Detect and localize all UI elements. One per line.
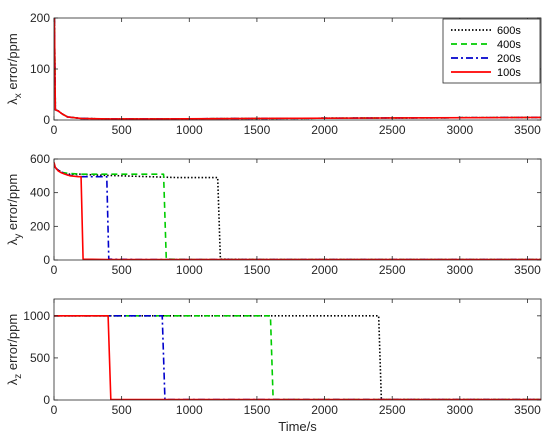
y-axis-label: λz error/ppm bbox=[5, 314, 24, 385]
x-tick-label: 3500 bbox=[514, 263, 541, 277]
y-label-symbol: λ bbox=[5, 378, 20, 385]
x-tick-label: 2000 bbox=[311, 403, 338, 417]
y-label-text: error/ppm bbox=[5, 174, 20, 234]
y-label-symbol: λ bbox=[5, 98, 20, 105]
y-tick-label: 400 bbox=[30, 186, 50, 200]
series-group bbox=[54, 162, 541, 260]
y-label-text: error/ppm bbox=[5, 33, 20, 93]
axes-box bbox=[53, 298, 542, 401]
chart-panel-1: 0 500 1000 1500 2000 2500 3000 3500 0 100 200 λx er… bbox=[5, 11, 542, 137]
y-label-subscript: x bbox=[13, 93, 24, 98]
series-line-100s bbox=[54, 18, 541, 120]
y-tick-label: 200 bbox=[30, 219, 50, 233]
x-tick-label: 3000 bbox=[446, 403, 473, 417]
y-tick-label: 0 bbox=[43, 113, 50, 127]
chart-panel-2: 0 500 1000 1500 2000 2500 3000 3500 0 200 400 600 λy… bbox=[5, 152, 542, 277]
x-tick-label: 1000 bbox=[176, 403, 203, 417]
y-label-text: error/ppm bbox=[5, 314, 20, 374]
x-tick-label: 1000 bbox=[176, 123, 203, 137]
x-tick-label: 3500 bbox=[514, 123, 541, 137]
y-axis-label: λx error/ppm bbox=[5, 33, 24, 104]
y-tick-label: 0 bbox=[43, 253, 50, 267]
x-tick-label: 0 bbox=[51, 123, 58, 137]
x-tick-label: 500 bbox=[112, 263, 132, 277]
series-group bbox=[54, 315, 541, 400]
x-tick-label: 2500 bbox=[379, 123, 406, 137]
y-label-subscript: y bbox=[13, 234, 24, 239]
x-tick-label: 1500 bbox=[244, 123, 271, 137]
legend-label-400s: 400s bbox=[497, 39, 521, 51]
legend-label-100s: 100s bbox=[497, 67, 521, 79]
x-tick-label: 500 bbox=[112, 403, 132, 417]
series-line-100s bbox=[54, 162, 541, 260]
x-tick-label: 3500 bbox=[514, 403, 541, 417]
y-tick-label: 1000 bbox=[23, 309, 50, 323]
x-tick-label: 2000 bbox=[311, 263, 338, 277]
axes-box bbox=[53, 158, 542, 261]
x-tick-label: 3000 bbox=[446, 123, 473, 137]
x-tick-label: 2000 bbox=[311, 123, 338, 137]
x-tick-label: 500 bbox=[112, 123, 132, 137]
x-tick-label: 2500 bbox=[379, 403, 406, 417]
y-tick-label: 200 bbox=[30, 11, 50, 25]
legend-box bbox=[442, 18, 541, 84]
x-tick-label: 2500 bbox=[379, 263, 406, 277]
legend-label-600s: 600s bbox=[497, 25, 521, 37]
y-tick-label: 500 bbox=[30, 351, 50, 365]
legend-label-200s: 200s bbox=[497, 53, 521, 65]
y-tick-label: 100 bbox=[30, 62, 50, 76]
x-tick-label: 1500 bbox=[244, 403, 271, 417]
x-tick-label: 0 bbox=[51, 403, 58, 417]
x-tick-label: 0 bbox=[51, 263, 58, 277]
x-axis-label: Time/s bbox=[278, 419, 317, 434]
x-tick-label: 3000 bbox=[446, 263, 473, 277]
y-tick-label: 0 bbox=[43, 393, 50, 407]
y-label-symbol: λ bbox=[5, 238, 20, 245]
series-group bbox=[54, 18, 541, 120]
y-label-subscript: z bbox=[13, 374, 24, 379]
y-axis-label: λy error/ppm bbox=[5, 174, 24, 245]
series-line-100s bbox=[54, 315, 541, 400]
x-tick-label: 1000 bbox=[176, 263, 203, 277]
x-tick-label: 1500 bbox=[244, 263, 271, 277]
legend: 600s 400s 200s 100s bbox=[442, 18, 541, 84]
y-tick-label: 600 bbox=[30, 152, 50, 166]
plot-area bbox=[54, 299, 541, 400]
